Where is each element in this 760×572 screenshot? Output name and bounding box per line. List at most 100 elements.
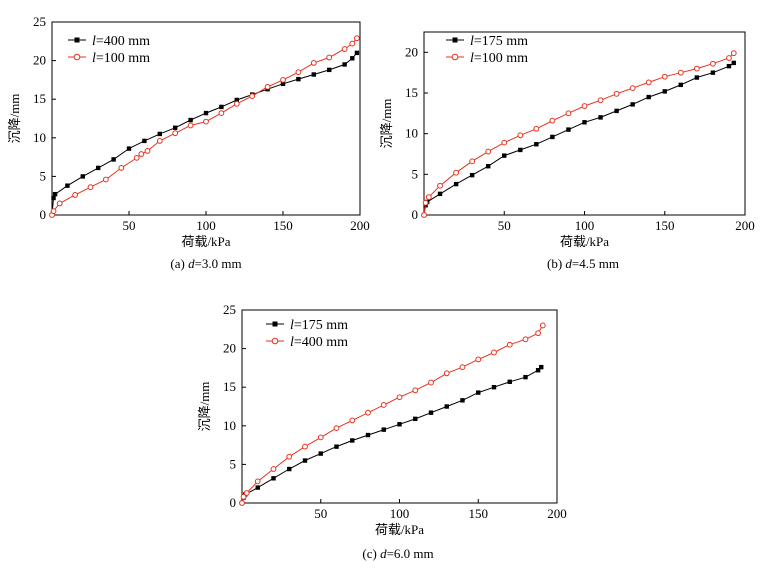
data-point — [523, 374, 528, 380]
data-point — [365, 432, 371, 438]
data-point — [443, 370, 450, 377]
x-tick-label: 200 — [735, 218, 755, 233]
data-point — [326, 54, 333, 61]
x-tick-label: 100 — [390, 506, 410, 521]
data-point — [518, 147, 523, 153]
data-point — [501, 139, 508, 146]
data-point — [287, 466, 292, 472]
data-point — [397, 422, 402, 427]
data-point — [710, 60, 716, 67]
data-point — [678, 82, 683, 88]
data-point — [342, 62, 347, 67]
series-1 — [239, 364, 544, 506]
legend-label: l=175 mm — [290, 318, 348, 333]
panel-caption: (a) d=3.0 mm — [170, 256, 241, 271]
data-point — [173, 125, 178, 130]
data-point — [646, 94, 651, 100]
x-axis-label: 荷载/kPa — [181, 234, 230, 249]
chart-panel-1: 50 100 150 200 0 5 10 15 20 25 荷载/kPa 沉降/mm (a) d=3.… — [7, 14, 370, 271]
data-point — [535, 368, 541, 373]
data-point — [422, 199, 429, 206]
data-point — [203, 110, 209, 116]
x-axis-label: 荷载/kPa — [560, 234, 609, 249]
data-point — [255, 485, 260, 490]
series-2 — [239, 322, 546, 506]
data-point — [425, 194, 432, 201]
x-tick-label: 50 — [123, 218, 136, 233]
data-point — [65, 183, 70, 188]
data-point — [469, 172, 475, 178]
legend-label: l=400 mm — [290, 335, 348, 350]
data-point — [349, 417, 356, 424]
data-point — [502, 153, 507, 158]
data-point — [428, 379, 434, 386]
y-tick-label: 10 — [223, 418, 236, 433]
data-point — [111, 157, 116, 162]
y-axis-label: 沉降/mm — [197, 382, 212, 432]
data-point — [295, 69, 302, 76]
data-point — [710, 70, 716, 75]
series-1 — [421, 60, 736, 218]
x-tick-label: 50 — [314, 506, 327, 521]
data-point — [302, 443, 308, 450]
data-point — [731, 60, 736, 66]
data-point — [157, 131, 162, 137]
data-point — [453, 181, 459, 187]
data-point — [318, 451, 323, 456]
data-point — [661, 73, 668, 80]
data-point — [726, 55, 732, 61]
y-tick-label: 20 — [405, 44, 418, 59]
series-2 — [421, 50, 737, 218]
data-point — [219, 104, 224, 110]
data-point — [677, 69, 684, 76]
y-tick-label: 25 — [223, 302, 236, 317]
data-point — [550, 134, 555, 140]
series-line — [423, 62, 735, 216]
data-point — [444, 404, 449, 409]
data-point — [233, 100, 240, 107]
x-tick-label: 100 — [575, 218, 595, 233]
data-point — [491, 349, 497, 356]
data-point — [613, 90, 620, 97]
data-point — [380, 402, 387, 408]
data-point — [144, 148, 151, 154]
data-point — [296, 76, 301, 82]
y-tick-label: 5 — [230, 456, 237, 471]
y-tick-label: 20 — [223, 341, 236, 356]
data-point — [645, 79, 652, 86]
series-line — [241, 366, 542, 504]
data-point — [133, 154, 140, 161]
y-tick-label: 15 — [33, 91, 46, 106]
data-point — [254, 478, 261, 485]
chart-panel-3: 50 100 150 200 0 5 10 15 20 25 荷载/kPa 沉降/mm (c) d=6.… — [197, 302, 567, 561]
panel-caption: (c) d=6.0 mm — [362, 546, 433, 561]
data-point — [239, 500, 245, 506]
data-point — [365, 409, 371, 416]
data-point — [118, 165, 125, 171]
legend-marker — [452, 37, 458, 43]
legend-label: l=400 mm — [92, 34, 150, 49]
data-point — [693, 65, 700, 72]
series-line — [241, 325, 544, 504]
data-point — [52, 191, 58, 197]
data-point — [317, 434, 324, 441]
y-tick-label: 5 — [40, 168, 47, 183]
data-point — [218, 110, 225, 116]
series-line — [51, 52, 358, 216]
data-point — [96, 165, 101, 171]
data-point — [72, 192, 78, 198]
data-point — [437, 191, 443, 197]
data-point — [354, 50, 360, 56]
data-point — [234, 97, 239, 103]
y-tick-label: 15 — [405, 85, 418, 100]
y-tick-label: 5 — [412, 166, 419, 181]
y-tick-label: 20 — [33, 53, 46, 68]
data-point — [142, 138, 147, 144]
data-point — [311, 72, 316, 77]
data-point — [280, 77, 286, 83]
data-point — [534, 142, 539, 147]
data-point — [103, 176, 109, 183]
data-point — [539, 364, 544, 370]
data-point — [565, 110, 572, 117]
